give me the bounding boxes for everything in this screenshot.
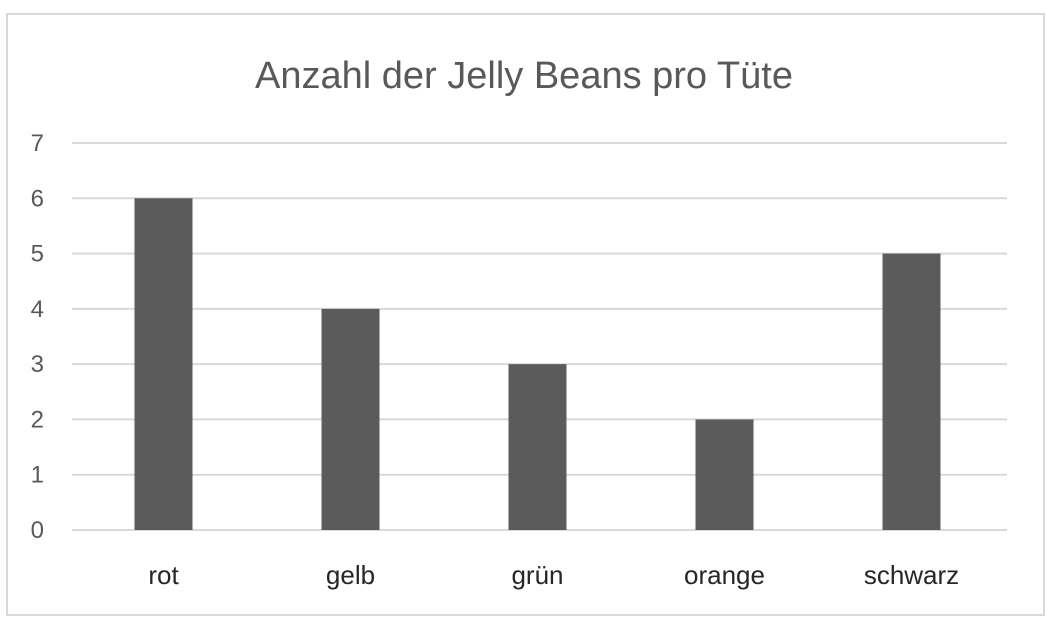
chart-title: Anzahl der Jelly Beans pro Tüte: [255, 55, 793, 97]
bar-gelb: [321, 308, 380, 530]
y-tick-label: 7: [31, 130, 44, 157]
y-tick-label: 4: [31, 296, 44, 323]
y-tick-label: 3: [31, 351, 44, 378]
y-tick-label: 0: [31, 517, 44, 544]
y-tick-label: 1: [31, 462, 44, 489]
bar-orange: [695, 419, 754, 530]
x-axis-categories: rot gelb grün orange schwarz: [148, 560, 959, 590]
bar-grün: [508, 364, 567, 530]
gridlines: [72, 142, 1007, 531]
x-category-label: schwarz: [864, 560, 959, 590]
bar-rot: [134, 198, 193, 531]
y-tick-label: 6: [31, 185, 44, 212]
x-category-label: gelb: [326, 560, 375, 590]
x-category-label: grün: [511, 560, 563, 590]
bars: [134, 198, 941, 531]
bar-schwarz: [882, 253, 941, 531]
x-category-label: orange: [684, 560, 765, 590]
y-tick-label: 2: [31, 406, 44, 433]
x-category-label: rot: [148, 560, 179, 590]
y-axis-ticks: 0 1 2 3 4 5 6 7: [31, 130, 44, 544]
y-tick-label: 5: [31, 241, 44, 268]
